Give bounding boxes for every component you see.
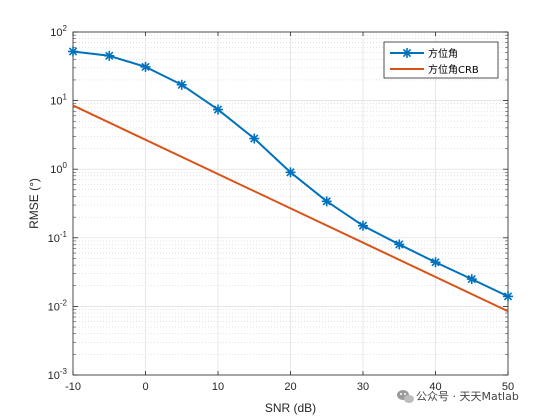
data-point-marker: [140, 61, 151, 72]
legend: 方位角 方位角CRB: [383, 41, 499, 79]
x-tick-label: 50: [502, 381, 514, 393]
data-point-marker: [466, 274, 477, 285]
wechat-icon: [397, 390, 414, 403]
legend-label-series-2: 方位角CRB: [428, 63, 479, 76]
data-point-marker: [358, 220, 368, 231]
legend-marker-asterisk: [402, 48, 412, 58]
data-point-marker: [68, 46, 78, 57]
y-tick-label: 100: [50, 161, 67, 176]
series-layer: [68, 46, 513, 313]
x-tick-label: 20: [284, 381, 296, 393]
x-tick-label: 0: [142, 381, 148, 393]
y-tick-label: 101: [50, 93, 67, 108]
y-tick-labels: 10-3 10-2 10-1 100 101 102: [48, 24, 68, 382]
legend-box: [383, 41, 499, 79]
watermark: 公众号 · 天天Matlab: [397, 390, 519, 403]
data-point-marker: [104, 50, 115, 61]
legend-label-series-1: 方位角: [428, 47, 458, 60]
data-point-marker: [176, 79, 187, 90]
y-axis-label: RMSE (°): [27, 178, 41, 229]
x-tick-label: 30: [357, 381, 369, 393]
y-tick-label: 102: [50, 24, 67, 39]
data-point-marker: [321, 196, 332, 207]
data-point-marker: [249, 133, 260, 144]
y-tick-label: 10-2: [48, 298, 68, 313]
watermark-text: 公众号 · 天天Matlab: [416, 390, 519, 403]
y-tick-label: 10-1: [48, 230, 68, 245]
data-point-marker: [503, 291, 513, 302]
data-point-marker: [213, 104, 223, 115]
x-tick-label: 40: [429, 381, 441, 393]
x-tick-labels: -10 0 10 20 30 40 50: [65, 381, 514, 393]
x-tick-label: -10: [65, 381, 81, 393]
data-point-marker: [394, 239, 405, 250]
y-tick-label: 10-3: [48, 367, 68, 382]
x-axis-label: SNR (dB): [265, 401, 316, 415]
data-point-marker: [285, 167, 296, 178]
axis-ticks: [72, 31, 509, 376]
legend-marker-series-1: [402, 48, 412, 58]
series-line-2: [72, 104, 509, 313]
x-tick-label: 10: [212, 381, 224, 393]
data-point-marker: [430, 257, 441, 268]
